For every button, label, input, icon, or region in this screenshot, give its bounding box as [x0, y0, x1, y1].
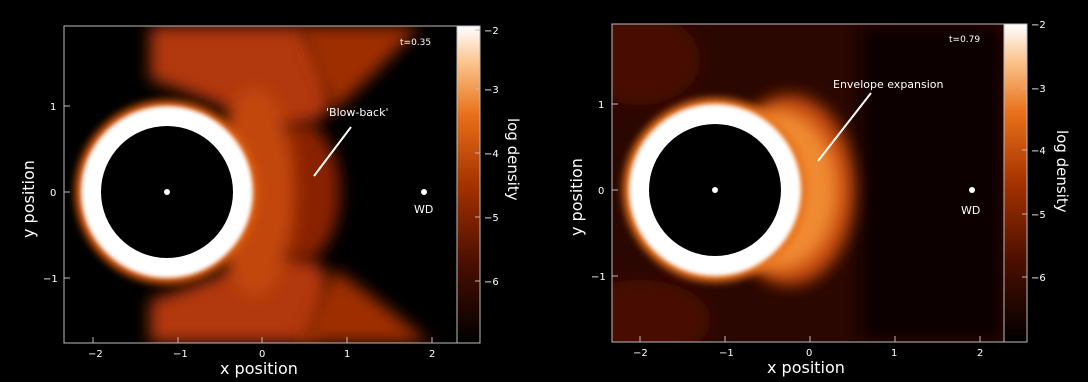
y-axis-label: y position	[567, 158, 586, 236]
y-tick: 0	[598, 186, 604, 197]
star-core-marker	[712, 187, 718, 193]
wd-label: WD	[961, 204, 980, 217]
annotation-text: Envelope expansion	[833, 78, 944, 91]
colorbar-tick: −4	[1031, 146, 1046, 157]
colorbar-tick: −4	[484, 149, 499, 160]
colorbar-tick: −2	[1031, 20, 1046, 31]
x-tick: 0	[259, 349, 265, 360]
y-tick: −1	[591, 272, 606, 283]
wd-marker	[421, 189, 427, 195]
colorbar: −2 −3 −4 −5 −6 log density	[1003, 20, 1071, 343]
y-tick: 0	[50, 188, 56, 199]
x-tick: −2	[88, 349, 103, 360]
colorbar-tick: −5	[1031, 210, 1046, 221]
y-tick: −1	[43, 274, 58, 285]
x-tick: 2	[977, 348, 983, 359]
x-tick: −2	[633, 348, 648, 359]
y-tick: 1	[598, 100, 604, 111]
wd-marker	[969, 187, 975, 193]
annotation-text: 'Blow-back'	[326, 106, 389, 119]
time-label: t=0.35	[400, 38, 431, 48]
panel-left: WD 'Blow-back' t=0.35 −2 −1 0 1 2 1 0 −1…	[19, 25, 522, 378]
colorbar-label: log density	[1053, 130, 1071, 213]
annotation-pointer	[313, 126, 352, 177]
y-tick: 1	[50, 102, 56, 113]
density-field	[612, 24, 1004, 342]
x-tick: −1	[173, 349, 188, 360]
colorbar-tick: −2	[484, 26, 499, 37]
star-core-marker	[164, 189, 170, 195]
x-tick: 0	[806, 348, 812, 359]
x-tick: 2	[429, 349, 435, 360]
wd-label: WD	[414, 203, 433, 216]
x-tick: 1	[891, 348, 897, 359]
x-tick: 1	[344, 349, 350, 360]
y-axis-label: y position	[19, 160, 38, 238]
x-tick: −1	[719, 348, 734, 359]
colorbar: −2 −3 −4 −5 −6 log density	[456, 25, 522, 344]
annotation-pointer	[817, 92, 872, 162]
panel-right: WD Envelope expansion t=0.79 −2 −1 0 1 2…	[567, 20, 1071, 377]
time-label: t=0.79	[949, 35, 980, 45]
x-axis-label: x position	[767, 358, 845, 377]
x-axis-label: x position	[220, 359, 298, 378]
colorbar-label: log density	[504, 118, 522, 201]
colorbar-tick: −5	[484, 213, 499, 224]
colorbar-tick: −6	[1031, 273, 1046, 284]
colorbar-tick: −3	[1031, 84, 1046, 95]
colorbar-tick: −6	[484, 277, 499, 288]
colorbar-tick: −3	[484, 85, 499, 96]
